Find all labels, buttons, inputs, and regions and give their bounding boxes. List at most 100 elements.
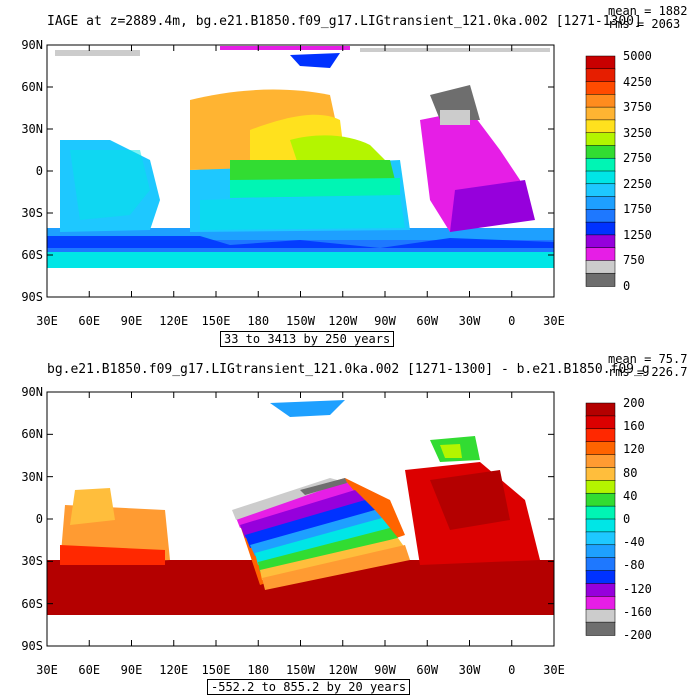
colorbar-label: -160 <box>623 604 652 619</box>
colorbar-swatch <box>585 454 616 469</box>
colorbar-label: 1750 <box>623 202 652 217</box>
lat-label: 90N <box>21 385 43 399</box>
lon-label: 180 <box>247 663 270 677</box>
colorbar-swatch <box>585 608 616 623</box>
lon-label: 180 <box>247 314 270 328</box>
lon-label: 60E <box>78 314 101 328</box>
lat-label: 90N <box>21 38 43 52</box>
colorbar-label: 2750 <box>623 151 652 166</box>
lat-label: 90S <box>21 290 43 304</box>
lat-label: 30N <box>21 469 43 484</box>
colorbar-swatch <box>585 132 616 147</box>
colorbar-swatch <box>585 170 616 185</box>
colorbar-swatch <box>585 480 616 494</box>
colorbar-swatch <box>585 531 616 546</box>
lat-label: 30N <box>21 122 43 136</box>
colorbar-swatch <box>585 441 616 456</box>
lon-label: 0 <box>508 663 516 677</box>
lon-label: 120W <box>328 314 358 328</box>
panel1-range-label: 33 to 3413 by 250 years <box>220 331 395 347</box>
colorbar-swatch <box>585 570 616 585</box>
lat-label: 60S <box>21 596 43 611</box>
lon-label: 90W <box>374 663 396 677</box>
lon-label: 30E <box>36 663 58 677</box>
lat-label: 30S <box>21 554 43 569</box>
colorbar-swatch <box>585 583 616 598</box>
lon-label: 90E <box>120 314 143 328</box>
lat-label: 0 <box>35 164 43 178</box>
colorbar-swatch <box>585 621 616 636</box>
colorbar-label: 160 <box>623 419 645 434</box>
colorbar-label: 0 <box>623 279 631 293</box>
colorbar-swatch <box>585 544 616 559</box>
colorbar-label: 80 <box>623 465 638 480</box>
colorbar-label: -200 <box>623 628 652 642</box>
colorbar-swatch <box>585 428 616 443</box>
colorbar-swatch <box>585 247 616 262</box>
panel2-colorbar <box>585 402 616 636</box>
colorbar-swatch <box>585 402 616 417</box>
panel1-rms: rms = 2063 <box>608 17 681 31</box>
panel2-map <box>47 392 554 646</box>
lat-label: 60N <box>21 427 43 442</box>
lon-label: 60W <box>416 314 439 328</box>
colorbar-swatch <box>585 492 616 507</box>
lon-label: 90W <box>374 314 396 328</box>
colorbar-swatch <box>585 234 616 249</box>
lat-label: 60S <box>21 248 43 262</box>
lon-label: 150E <box>201 663 231 677</box>
colorbar-label: 3750 <box>623 100 652 115</box>
colorbar-label: -120 <box>623 581 652 596</box>
colorbar-swatch <box>585 81 616 96</box>
lon-label: 30E <box>36 314 58 328</box>
lon-label: 120W <box>328 663 358 677</box>
lon-label: 30W <box>458 663 481 677</box>
colorbar-label: -40 <box>623 535 645 550</box>
lon-label: 90E <box>120 663 143 677</box>
colorbar-swatch <box>585 467 616 482</box>
colorbar-swatch <box>585 106 616 121</box>
colorbar-swatch <box>585 272 616 287</box>
colorbar-swatch <box>585 145 616 159</box>
colorbar-label: -80 <box>623 558 645 573</box>
lon-label: 150W <box>286 663 315 677</box>
colorbar-swatch <box>585 157 616 172</box>
axis-ticks <box>46 44 555 647</box>
colorbar-swatch <box>585 221 616 236</box>
panel1-title: IAGE at z=2889.4m, bg.e21.B1850.f09_g17.… <box>47 14 642 29</box>
colorbar-label: 2250 <box>623 176 652 191</box>
panel2-rms: rms = 226.7 <box>608 365 688 379</box>
colorbar-swatch <box>585 518 616 533</box>
lon-label: 150E <box>201 314 231 328</box>
colorbar-label: 5000 <box>623 49 652 63</box>
lon-label: 30W <box>458 314 481 328</box>
lon-label: 60E <box>78 663 101 677</box>
colorbar-swatch <box>585 596 616 610</box>
lat-label: 90S <box>21 639 43 653</box>
lon-label: 120E <box>159 314 189 328</box>
colorbar-label: 120 <box>623 442 645 457</box>
lat-label: 60N <box>21 80 43 94</box>
colorbar-label: 750 <box>623 253 645 268</box>
colorbar-label: 200 <box>623 396 645 410</box>
lon-label: 30E <box>543 663 565 677</box>
colorbar-label: 40 <box>623 488 638 503</box>
colorbar-swatch <box>585 196 616 211</box>
lon-label: 60W <box>416 663 439 677</box>
colorbar-swatch <box>585 119 616 134</box>
lon-label: 0 <box>508 314 516 328</box>
colorbar-swatch <box>585 260 616 274</box>
colorbar-label: 0 <box>623 512 631 526</box>
lat-label: 30S <box>21 206 43 220</box>
lat-label: 0 <box>35 512 43 526</box>
colorbar-swatch <box>585 505 616 520</box>
colorbar-label: 4250 <box>623 74 652 89</box>
lon-label: 30E <box>543 314 565 328</box>
panel2-range-label: -552.2 to 855.2 by 20 years <box>207 679 411 695</box>
panel1-map <box>47 45 554 297</box>
colorbar-swatch <box>585 415 616 430</box>
lon-label: 150W <box>286 314 315 328</box>
colorbar-swatch <box>585 55 616 70</box>
lon-label: 120E <box>159 663 189 677</box>
panel2-mean: mean = 75.7 <box>608 352 688 366</box>
